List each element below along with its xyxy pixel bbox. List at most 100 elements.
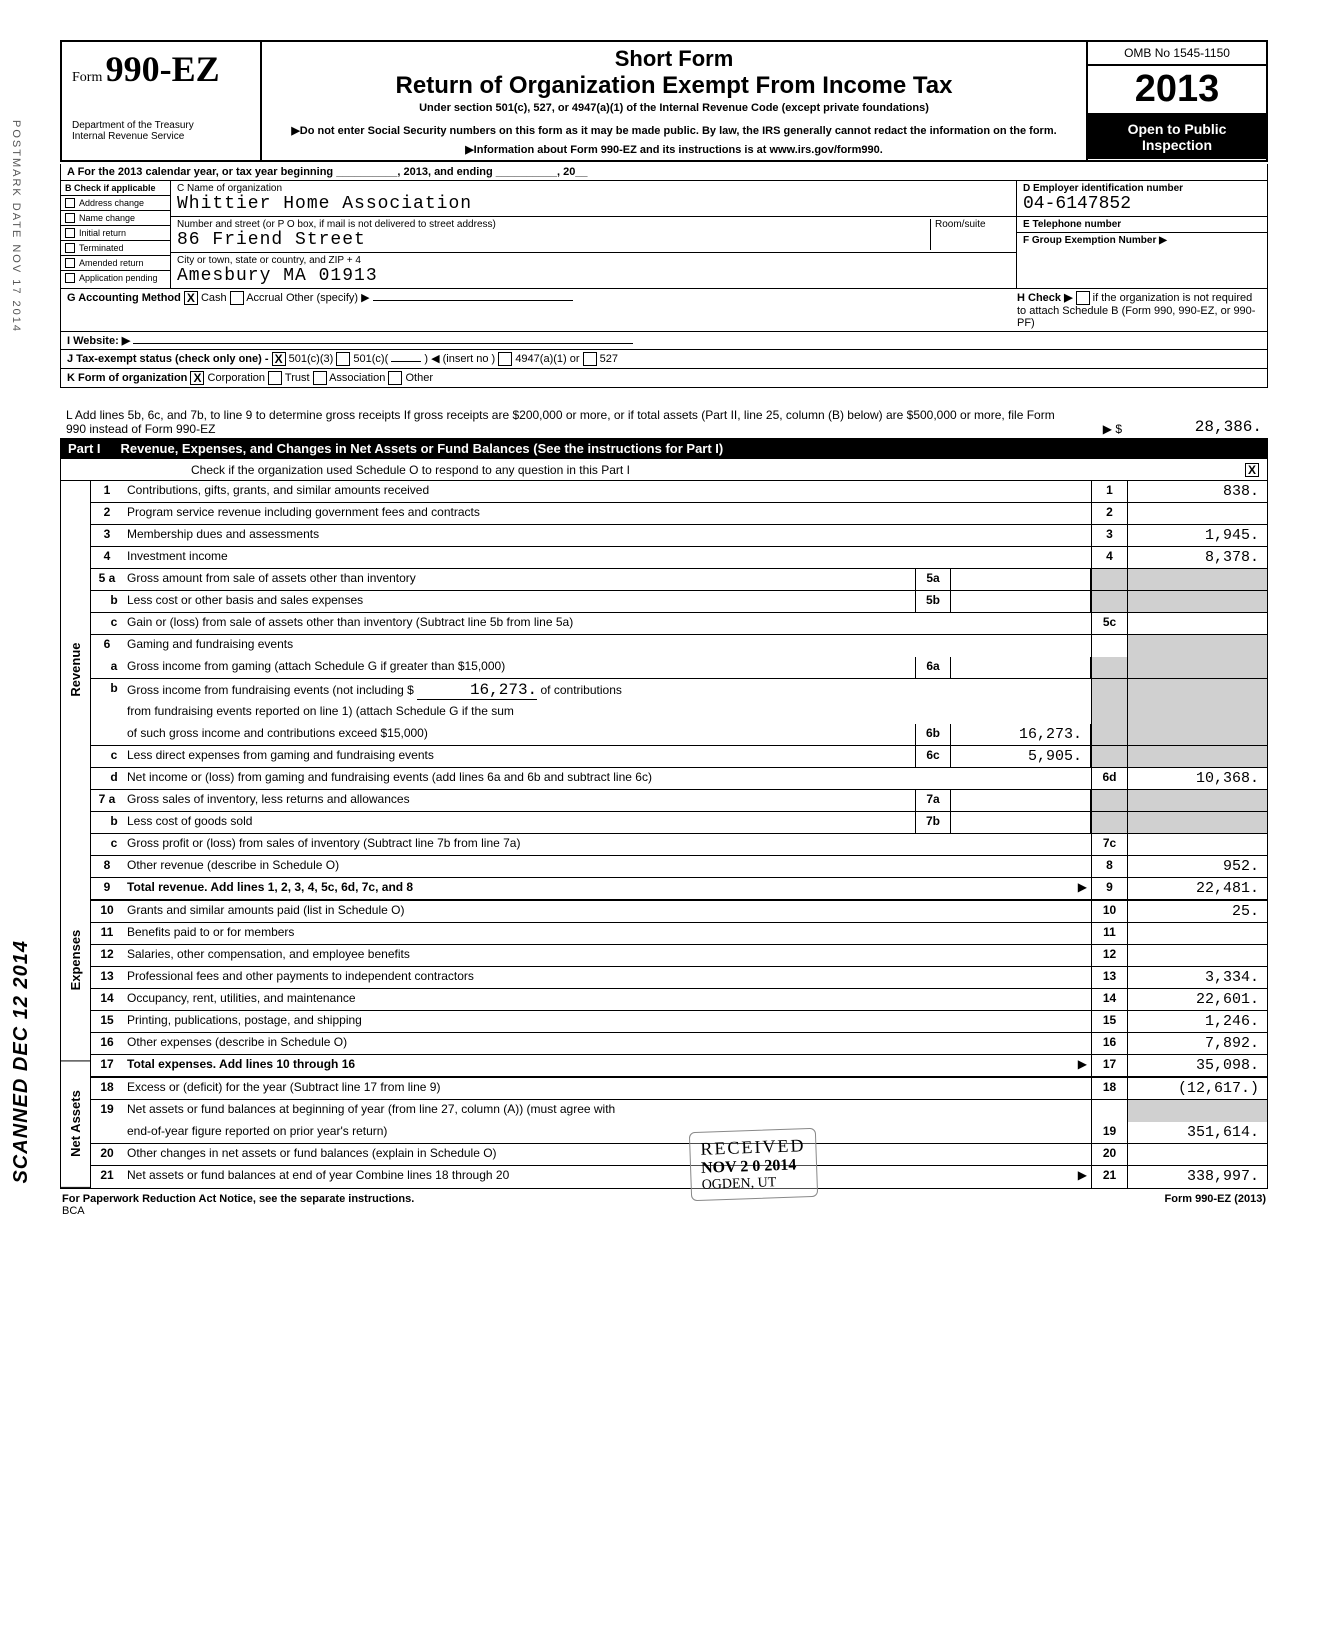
form-number: 990-EZ bbox=[106, 49, 220, 89]
row-j: J Tax-exempt status (check only one) - X… bbox=[60, 350, 1268, 369]
g-other: Other (specify) ▶ bbox=[286, 292, 370, 304]
line-19-2: end-of-year figure reported on prior yea… bbox=[91, 1122, 1267, 1144]
line-1-val: 838. bbox=[1127, 481, 1267, 502]
line-16-num: 16 bbox=[91, 1033, 123, 1054]
room-label: Room/suite bbox=[935, 219, 1010, 230]
checkbox-501c[interactable] bbox=[336, 352, 350, 366]
part1-table: Revenue Expenses Net Assets 1 Contributi… bbox=[60, 481, 1268, 1189]
line-5b-rbox bbox=[1091, 591, 1127, 612]
j-4947: 4947(a)(1) or bbox=[515, 353, 579, 365]
line-5b-text: Less cost or other basis and sales expen… bbox=[123, 591, 915, 612]
line-19-text1: Net assets or fund balances at beginning… bbox=[123, 1100, 1091, 1122]
org-name-label: C Name of organization bbox=[177, 183, 1010, 194]
line-19-val: 351,614. bbox=[1127, 1122, 1267, 1143]
line-7c-num: c bbox=[91, 834, 123, 855]
checkbox-app-pending[interactable] bbox=[65, 273, 75, 283]
checkbox-corp[interactable]: X bbox=[190, 371, 204, 385]
checkbox-h[interactable] bbox=[1076, 291, 1090, 305]
g-accrual: Accrual bbox=[246, 292, 283, 304]
j-label: J Tax-exempt status (check only one) - bbox=[67, 353, 269, 365]
line-6d: d Net income or (loss) from gaming and f… bbox=[91, 768, 1267, 790]
line-9-text-b: Total revenue. Add lines 1, 2, 3, 4, 5c,… bbox=[127, 880, 413, 894]
line-6b-mid: 16,273. bbox=[417, 681, 537, 700]
line-6d-num: d bbox=[91, 768, 123, 789]
checkbox-address-change[interactable] bbox=[65, 198, 75, 208]
501c-insert[interactable] bbox=[391, 361, 421, 362]
info-link: ▶Information about Form 990-EZ and its i… bbox=[272, 143, 1076, 156]
line-14-box: 14 bbox=[1091, 989, 1127, 1010]
line-6b-rval3 bbox=[1127, 724, 1267, 745]
line-2: 2 Program service revenue including gove… bbox=[91, 503, 1267, 525]
line-15-box: 15 bbox=[1091, 1011, 1127, 1032]
line-6-rbox bbox=[1091, 635, 1127, 657]
line-21-text: Net assets or fund balances at end of ye… bbox=[123, 1166, 1091, 1188]
footer-form: Form 990-EZ (2013) bbox=[1165, 1193, 1266, 1217]
line-7a-num: 7 a bbox=[91, 790, 123, 811]
ein-value: 04-6147852 bbox=[1023, 194, 1261, 214]
subtitle: Under section 501(c), 527, or 4947(a)(1)… bbox=[272, 102, 1076, 114]
line-7c-text: Gross profit or (loss) from sales of inv… bbox=[123, 834, 1091, 855]
line-7b: b Less cost of goods sold 7b bbox=[91, 812, 1267, 834]
checkbox-sched-o[interactable]: X bbox=[1245, 463, 1259, 477]
line-6a-num: a bbox=[91, 657, 123, 678]
line-5a-rval bbox=[1127, 569, 1267, 590]
line-6-text: Gaming and fundraising events bbox=[123, 635, 1091, 657]
line-6b-text-a: Gross income from fundraising events (no… bbox=[127, 683, 414, 697]
i-label: I Website: ▶ bbox=[67, 335, 130, 347]
line-8-val: 952. bbox=[1127, 856, 1267, 877]
part1-title: Revenue, Expenses, and Changes in Net As… bbox=[121, 441, 724, 456]
line-3-val: 1,945. bbox=[1127, 525, 1267, 546]
g-other-field[interactable] bbox=[373, 300, 573, 301]
checkbox-527[interactable] bbox=[583, 352, 597, 366]
line-2-num: 2 bbox=[91, 503, 123, 524]
checkbox-initial-return[interactable] bbox=[65, 228, 75, 238]
checkbox-amended[interactable] bbox=[65, 258, 75, 268]
stamp-received-date: NOV 2 0 2014 bbox=[701, 1156, 807, 1178]
line-5a-subval bbox=[951, 569, 1091, 590]
line-9-arrow: ▶ bbox=[1078, 880, 1087, 894]
checkbox-assoc[interactable] bbox=[313, 371, 327, 385]
side-labels: Revenue Expenses Net Assets bbox=[61, 481, 91, 1188]
line-21-arrow: ▶ bbox=[1078, 1168, 1087, 1182]
line-11-num: 11 bbox=[91, 923, 123, 944]
line-5b-sub: 5b bbox=[915, 591, 951, 612]
checkbox-cash[interactable]: X bbox=[184, 291, 198, 305]
checkbox-4947[interactable] bbox=[498, 352, 512, 366]
line-6d-text: Net income or (loss) from gaming and fun… bbox=[123, 768, 1091, 789]
line-6a-rbox bbox=[1091, 657, 1127, 678]
line-16-box: 16 bbox=[1091, 1033, 1127, 1054]
checkbox-trust[interactable] bbox=[268, 371, 282, 385]
line-9-val: 22,481. bbox=[1127, 878, 1267, 899]
line-15-num: 15 bbox=[91, 1011, 123, 1032]
line-6b-text2: from fundraising events reported on line… bbox=[123, 702, 1091, 724]
footer-bca: BCA bbox=[62, 1205, 85, 1217]
line-12-val bbox=[1127, 945, 1267, 966]
line-5a-num: 5 a bbox=[91, 569, 123, 590]
line-17-text-b: Total expenses. Add lines 10 through 16 bbox=[127, 1057, 355, 1071]
l-arrow: ▶ $ bbox=[1062, 422, 1122, 436]
k-corp: Corporation bbox=[208, 372, 265, 384]
checkbox-accrual[interactable] bbox=[230, 291, 244, 305]
line-5c: c Gain or (loss) from sale of assets oth… bbox=[91, 613, 1267, 635]
col-d: D Employer identification number 04-6147… bbox=[1017, 181, 1267, 288]
checkbox-terminated[interactable] bbox=[65, 243, 75, 253]
j-501c-b: ) ◀ (insert no ) bbox=[424, 353, 495, 365]
line-13: 13 Professional fees and other payments … bbox=[91, 967, 1267, 989]
checkbox-other[interactable] bbox=[388, 371, 402, 385]
line-11-text: Benefits paid to or for members bbox=[123, 923, 1091, 944]
line-10: 10 Grants and similar amounts paid (list… bbox=[91, 901, 1267, 923]
line-6c-rbox bbox=[1091, 746, 1127, 767]
line-4-val: 8,378. bbox=[1127, 547, 1267, 568]
line-10-text: Grants and similar amounts paid (list in… bbox=[123, 901, 1091, 922]
line-6d-box: 6d bbox=[1091, 768, 1127, 789]
line-16-val: 7,892. bbox=[1127, 1033, 1267, 1054]
line-9-text: Total revenue. Add lines 1, 2, 3, 4, 5c,… bbox=[123, 878, 1091, 899]
short-form-label: Short Form bbox=[272, 46, 1076, 72]
dept-irs: Internal Revenue Service bbox=[72, 131, 250, 142]
checkbox-501c3[interactable]: X bbox=[272, 352, 286, 366]
line-6b-text-b: of contributions bbox=[541, 683, 622, 697]
line-6b-rbox1 bbox=[1091, 679, 1127, 702]
website-field[interactable] bbox=[133, 343, 633, 344]
checkbox-name-change[interactable] bbox=[65, 213, 75, 223]
l-text: L Add lines 5b, 6c, and 7b, to line 9 to… bbox=[66, 408, 1062, 436]
